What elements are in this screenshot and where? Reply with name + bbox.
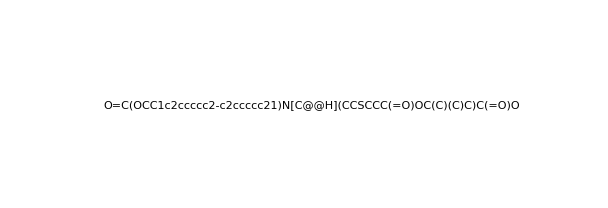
Text: O=C(OCC1c2ccccc2-c2ccccc21)N[C@@H](CCSCCC(=O)OC(C)(C)C)C(=O)O: O=C(OCC1c2ccccc2-c2ccccc21)N[C@@H](CCSCC… [103,100,520,110]
